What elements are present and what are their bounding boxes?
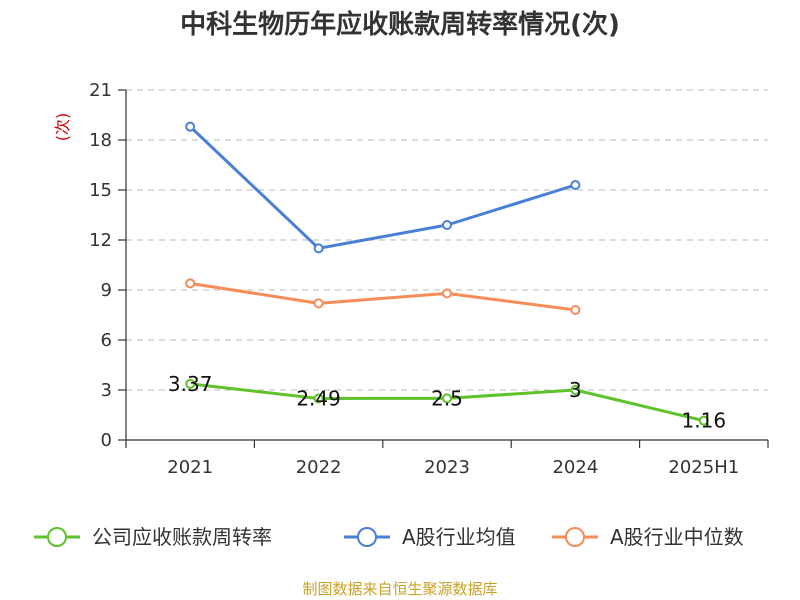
data-label: 2.5 xyxy=(431,386,463,410)
y-tick-label: 18 xyxy=(89,130,112,151)
legend-item-2: A股行业均值 xyxy=(344,525,516,549)
data-source-note: 制图数据来自恒生聚源数据库 xyxy=(302,580,498,598)
legend-marker xyxy=(47,527,67,547)
data-point xyxy=(185,378,196,389)
series xyxy=(185,121,709,426)
series-line xyxy=(189,281,576,312)
y-tick-label: 12 xyxy=(89,230,112,251)
legend-marker xyxy=(565,527,585,547)
data-point xyxy=(570,385,581,395)
data-point xyxy=(185,121,196,132)
series-3 xyxy=(185,278,581,315)
y-tick-label: 9 xyxy=(101,280,112,301)
axes: 0 3 6 9 12 15 18 21 2021 2022 2023 2024 2025H1 xyxy=(89,80,769,478)
data-point xyxy=(313,393,324,404)
data-point xyxy=(313,243,324,254)
legend-marker xyxy=(357,527,377,547)
data-point xyxy=(313,298,324,309)
data-labels: 3.37 2.49 2.5 3 1.16 xyxy=(168,372,726,433)
data-point xyxy=(698,415,709,426)
x-tick-label: 2022 xyxy=(296,457,342,478)
data-point xyxy=(185,278,196,289)
legend: 公司应收账款周转率 A股行业均值 A股行业中位数 xyxy=(34,525,744,549)
chart-title: 中科生物历年应收账款周转率情况(次) xyxy=(180,10,620,40)
x-tick-label: 2023 xyxy=(424,457,470,478)
legend-item-1: 公司应收账款周转率 xyxy=(34,525,272,549)
x-tick-label: 2021 xyxy=(167,457,213,478)
x-tick-label: 2025H1 xyxy=(668,457,739,478)
data-label: 2.49 xyxy=(296,387,341,411)
y-axis-label: (次) xyxy=(53,113,72,142)
y-tick-label: 21 xyxy=(89,80,112,101)
x-tick-label: 2024 xyxy=(552,457,598,478)
legend-label: 公司应收账款周转率 xyxy=(92,525,272,549)
series-1 xyxy=(185,378,709,426)
y-tick-label: 0 xyxy=(101,430,112,451)
grid-lines xyxy=(126,89,768,391)
y-tick-label: 15 xyxy=(89,180,112,201)
data-point xyxy=(570,180,581,190)
data-label: 1.16 xyxy=(682,409,727,433)
legend-item-3: A股行业中位数 xyxy=(552,525,744,549)
data-label: 3.37 xyxy=(168,372,213,396)
series-line xyxy=(189,125,576,250)
series-2 xyxy=(185,121,581,254)
y-tick-label: 3 xyxy=(101,380,112,401)
legend-label: A股行业均值 xyxy=(402,525,516,549)
y-tick-label: 6 xyxy=(101,330,112,351)
data-point xyxy=(570,305,581,315)
data-point xyxy=(442,288,452,299)
data-label: 3 xyxy=(569,378,582,402)
data-point xyxy=(442,393,452,404)
legend-label: A股行业中位数 xyxy=(610,525,744,549)
data-point xyxy=(442,220,452,230)
